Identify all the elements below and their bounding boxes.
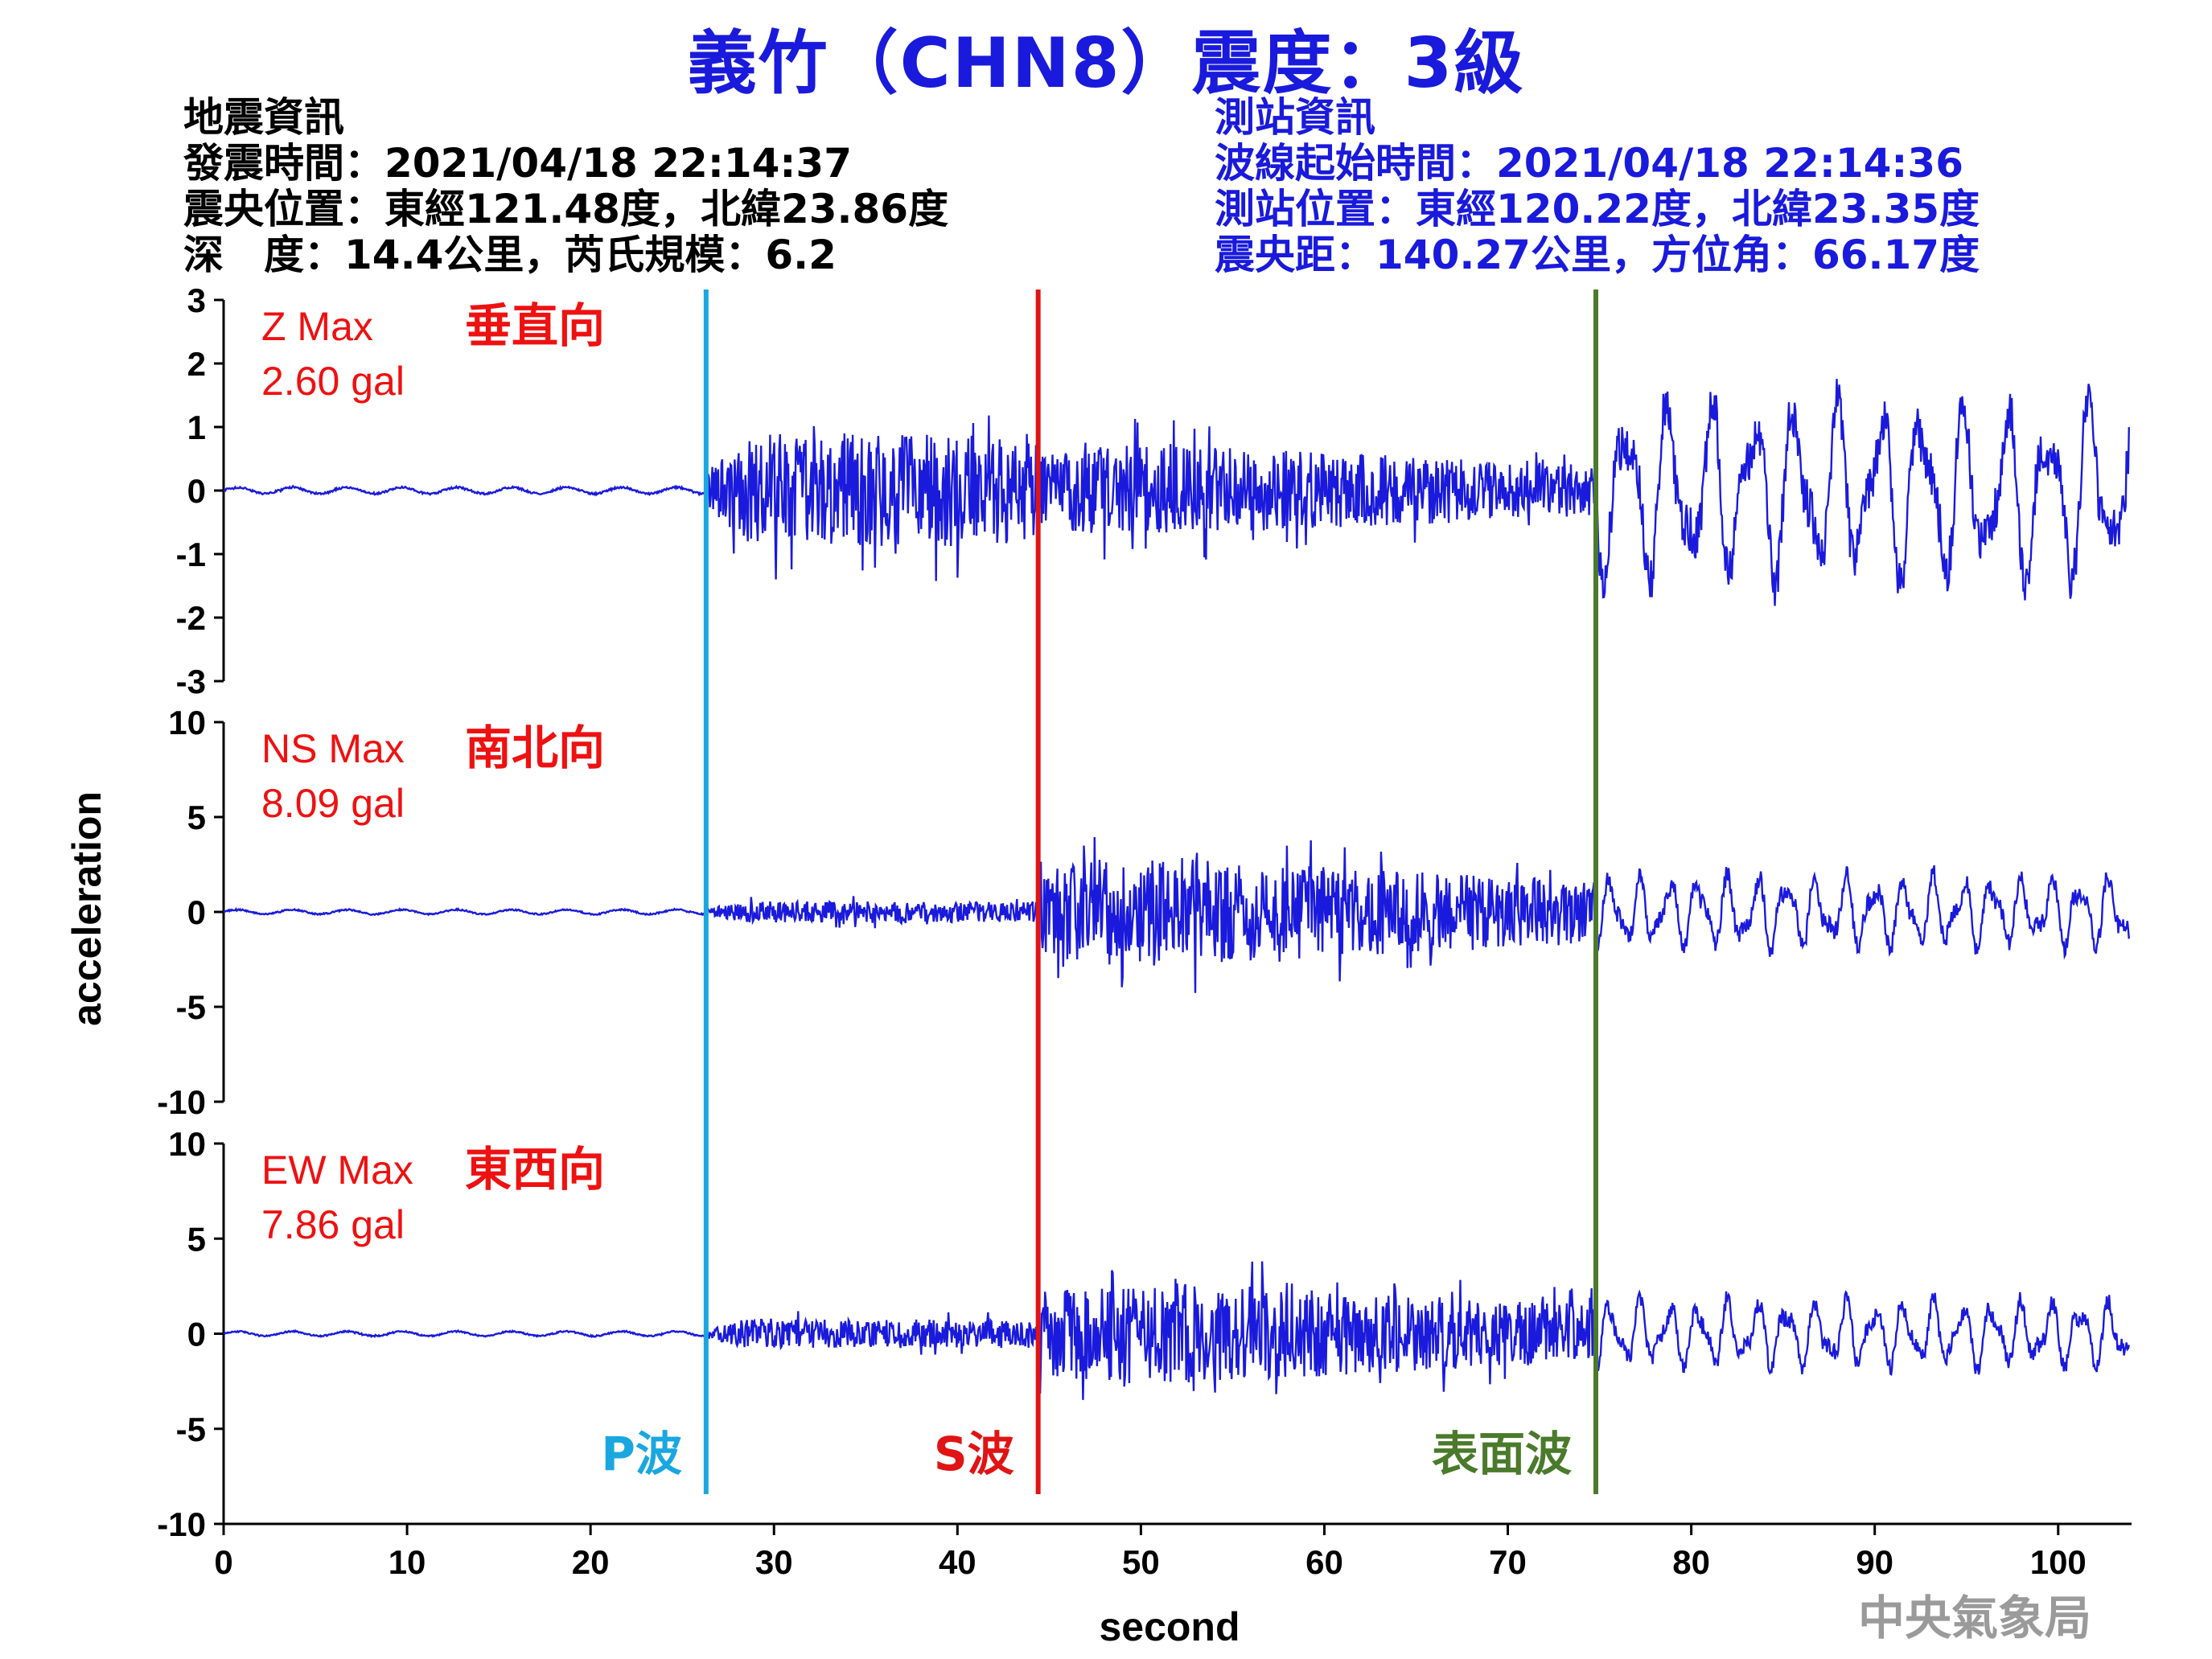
x-tick-label: 10 bbox=[389, 1543, 426, 1581]
epicentral-distance: 震央距：140.27公里，方位角：66.17度 bbox=[1215, 232, 1980, 278]
station-info-heading: 測站資訊 bbox=[1215, 94, 1375, 141]
y-tick-label: -1 bbox=[176, 536, 206, 573]
waveform-ew bbox=[223, 1261, 2130, 1400]
y-tick-label: -3 bbox=[176, 663, 206, 700]
earthquake-info-heading: 地震資訊 bbox=[183, 94, 344, 141]
y-tick-label: 2 bbox=[187, 345, 206, 383]
y-tick-label: 10 bbox=[168, 1125, 206, 1163]
y-tick-label: 3 bbox=[187, 281, 206, 319]
station-location: 測站位置：東經120.22度，北緯23.35度 bbox=[1215, 186, 1980, 232]
y-tick-label: 1 bbox=[187, 409, 206, 446]
y-tick-label: 0 bbox=[187, 893, 206, 931]
y-tick-label: -5 bbox=[176, 1411, 206, 1448]
x-tick-label: 0 bbox=[214, 1543, 232, 1581]
y-tick-label: -10 bbox=[157, 1505, 206, 1543]
waveform-start-time: 波線起始時間：2021/04/18 22:14:36 bbox=[1215, 140, 1963, 187]
max-value-ns: 8.09 gal bbox=[261, 781, 405, 826]
page-title: 義竹（CHN8）震度：3級 bbox=[687, 23, 1525, 104]
x-tick-label: 20 bbox=[572, 1543, 610, 1581]
y-tick-label: 10 bbox=[168, 704, 206, 741]
direction-label-ew: 東西向 bbox=[465, 1142, 605, 1197]
waveform-z bbox=[223, 379, 2130, 606]
s-wave-label: S波 bbox=[934, 1427, 1014, 1481]
x-tick-label: 90 bbox=[1856, 1543, 1893, 1581]
max-label-ns: NS Max bbox=[261, 726, 405, 771]
y-tick-label: -10 bbox=[157, 1083, 206, 1121]
max-label-z: Z Max bbox=[261, 304, 373, 349]
x-tick-label: 80 bbox=[1672, 1543, 1710, 1581]
x-tick-label: 60 bbox=[1305, 1543, 1343, 1581]
direction-label-ns: 南北向 bbox=[465, 721, 605, 775]
x-axis-title: second bbox=[1099, 1604, 1240, 1649]
x-tick-label: 100 bbox=[2030, 1543, 2087, 1581]
y-tick-label: -2 bbox=[176, 599, 206, 637]
waveform-ns bbox=[223, 836, 2130, 993]
y-axis-title: acceleration bbox=[64, 791, 109, 1026]
y-tick-label: 5 bbox=[187, 799, 206, 836]
station-info: 測站資訊 波線起始時間：2021/04/18 22:14:36 測站位置：東經1… bbox=[1215, 95, 1980, 278]
direction-label-z: 垂直向 bbox=[465, 298, 605, 353]
y-tick-label: 0 bbox=[187, 472, 206, 510]
x-tick-label: 30 bbox=[755, 1543, 793, 1581]
agency-watermark: 中央氣象局 bbox=[1857, 1591, 2091, 1645]
max-value-ew: 7.86 gal bbox=[261, 1202, 405, 1247]
earthquake-info: 地震資訊 發震時間：2021/04/18 22:14:37 震央位置：東經121… bbox=[183, 95, 948, 278]
origin-time: 發震時間：2021/04/18 22:14:37 bbox=[183, 140, 852, 187]
x-tick-label: 40 bbox=[939, 1543, 976, 1581]
y-tick-label: -5 bbox=[176, 988, 206, 1026]
y-tick-label: 0 bbox=[187, 1316, 206, 1353]
max-label-ew: EW Max bbox=[261, 1148, 413, 1193]
max-value-z: 2.60 gal bbox=[261, 359, 405, 404]
x-tick-label: 50 bbox=[1122, 1543, 1160, 1581]
surface-wave-label: 表面波 bbox=[1432, 1427, 1572, 1481]
depth-magnitude: 深 度：14.4公里，芮氏規模：6.2 bbox=[183, 232, 837, 278]
x-tick-label: 70 bbox=[1489, 1543, 1527, 1581]
epicenter-location: 震央位置：東經121.48度，北緯23.86度 bbox=[183, 186, 949, 232]
p-wave-label: P波 bbox=[601, 1427, 682, 1481]
y-tick-label: 5 bbox=[187, 1220, 206, 1258]
